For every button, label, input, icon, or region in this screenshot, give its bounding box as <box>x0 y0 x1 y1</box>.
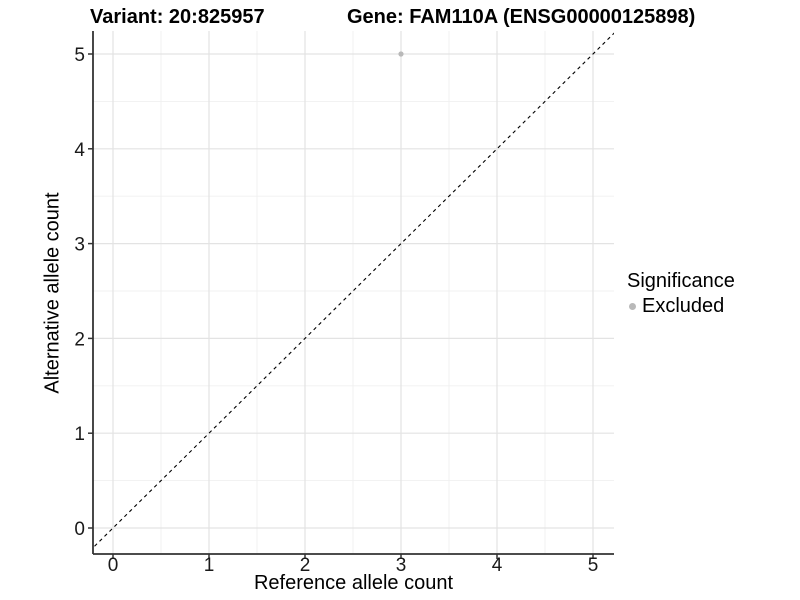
x-axis-title: Reference allele count <box>253 572 453 594</box>
legend-item-excluded: Excluded <box>627 295 735 318</box>
data-point-excluded <box>398 51 404 57</box>
legend: Significance Excluded <box>627 270 735 318</box>
y-axis-title: Alternative allele count <box>41 192 64 394</box>
identity-line <box>93 32 614 549</box>
variant-title: Variant: 20:825957 <box>90 6 265 28</box>
y-tick-label: 3 <box>74 235 85 256</box>
x-tick-label: 3 <box>396 555 407 576</box>
legend-item-label: Excluded <box>642 295 725 317</box>
legend-title: Significance <box>627 270 735 292</box>
x-tick-label: 5 <box>588 555 599 576</box>
excluded-point-swatch-icon <box>629 303 636 310</box>
x-tick-label: 4 <box>492 555 503 576</box>
y-tick-label: 4 <box>74 140 85 161</box>
gene-title: Gene: FAM110A (ENSG00000125898) <box>347 6 696 28</box>
x-tick-label: 2 <box>300 555 311 576</box>
x-tick-label: 0 <box>108 555 119 576</box>
y-tick-label: 1 <box>74 424 85 445</box>
y-tick-label: 5 <box>74 45 85 66</box>
y-tick-label: 0 <box>74 519 85 540</box>
y-tick-label: 2 <box>74 329 85 350</box>
x-tick-label: 1 <box>204 555 215 576</box>
